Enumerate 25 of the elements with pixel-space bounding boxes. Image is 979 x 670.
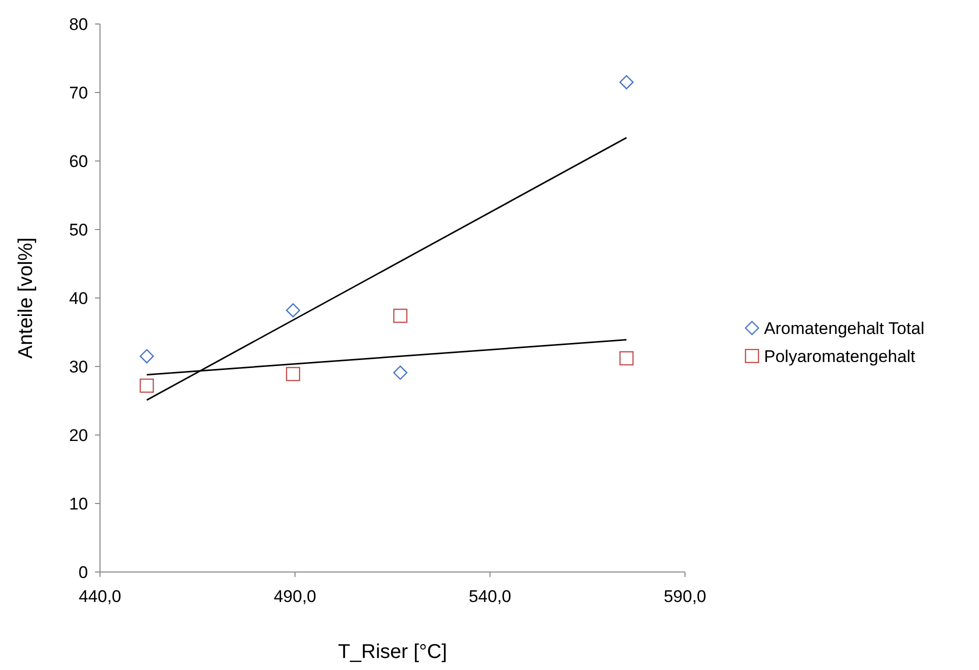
x-tick-label: 440,0 [78,587,122,606]
y-tick-label: 60 [69,152,88,171]
x-tick-label: 590,0 [664,587,706,606]
point [286,366,300,382]
y-tick-label: 10 [69,494,88,514]
x-axis-title: T_Riser [°C] [338,641,448,663]
y-tick-label: 0 [78,562,88,582]
y-tick-label: 20 [69,426,88,445]
legend-label: Polyaromatengehalt [764,346,916,366]
point [619,351,634,366]
y-tick-label: 80 [69,14,88,34]
y-axis-title: Anteile [vol%] [15,237,37,359]
y-tick-label: 40 [69,288,88,308]
x-tick-label: 540,0 [468,587,512,606]
legend-label: Aromatengehalt Total [764,318,924,338]
y-tick-label: 50 [69,220,88,240]
y-tick-label: 70 [69,83,88,102]
point [286,303,300,318]
point [140,378,154,393]
x-tick-label: 490,0 [274,587,316,606]
point [140,349,154,364]
point [393,366,408,380]
point [619,75,634,90]
point [393,308,408,323]
y-tick-label: 30 [69,357,88,376]
